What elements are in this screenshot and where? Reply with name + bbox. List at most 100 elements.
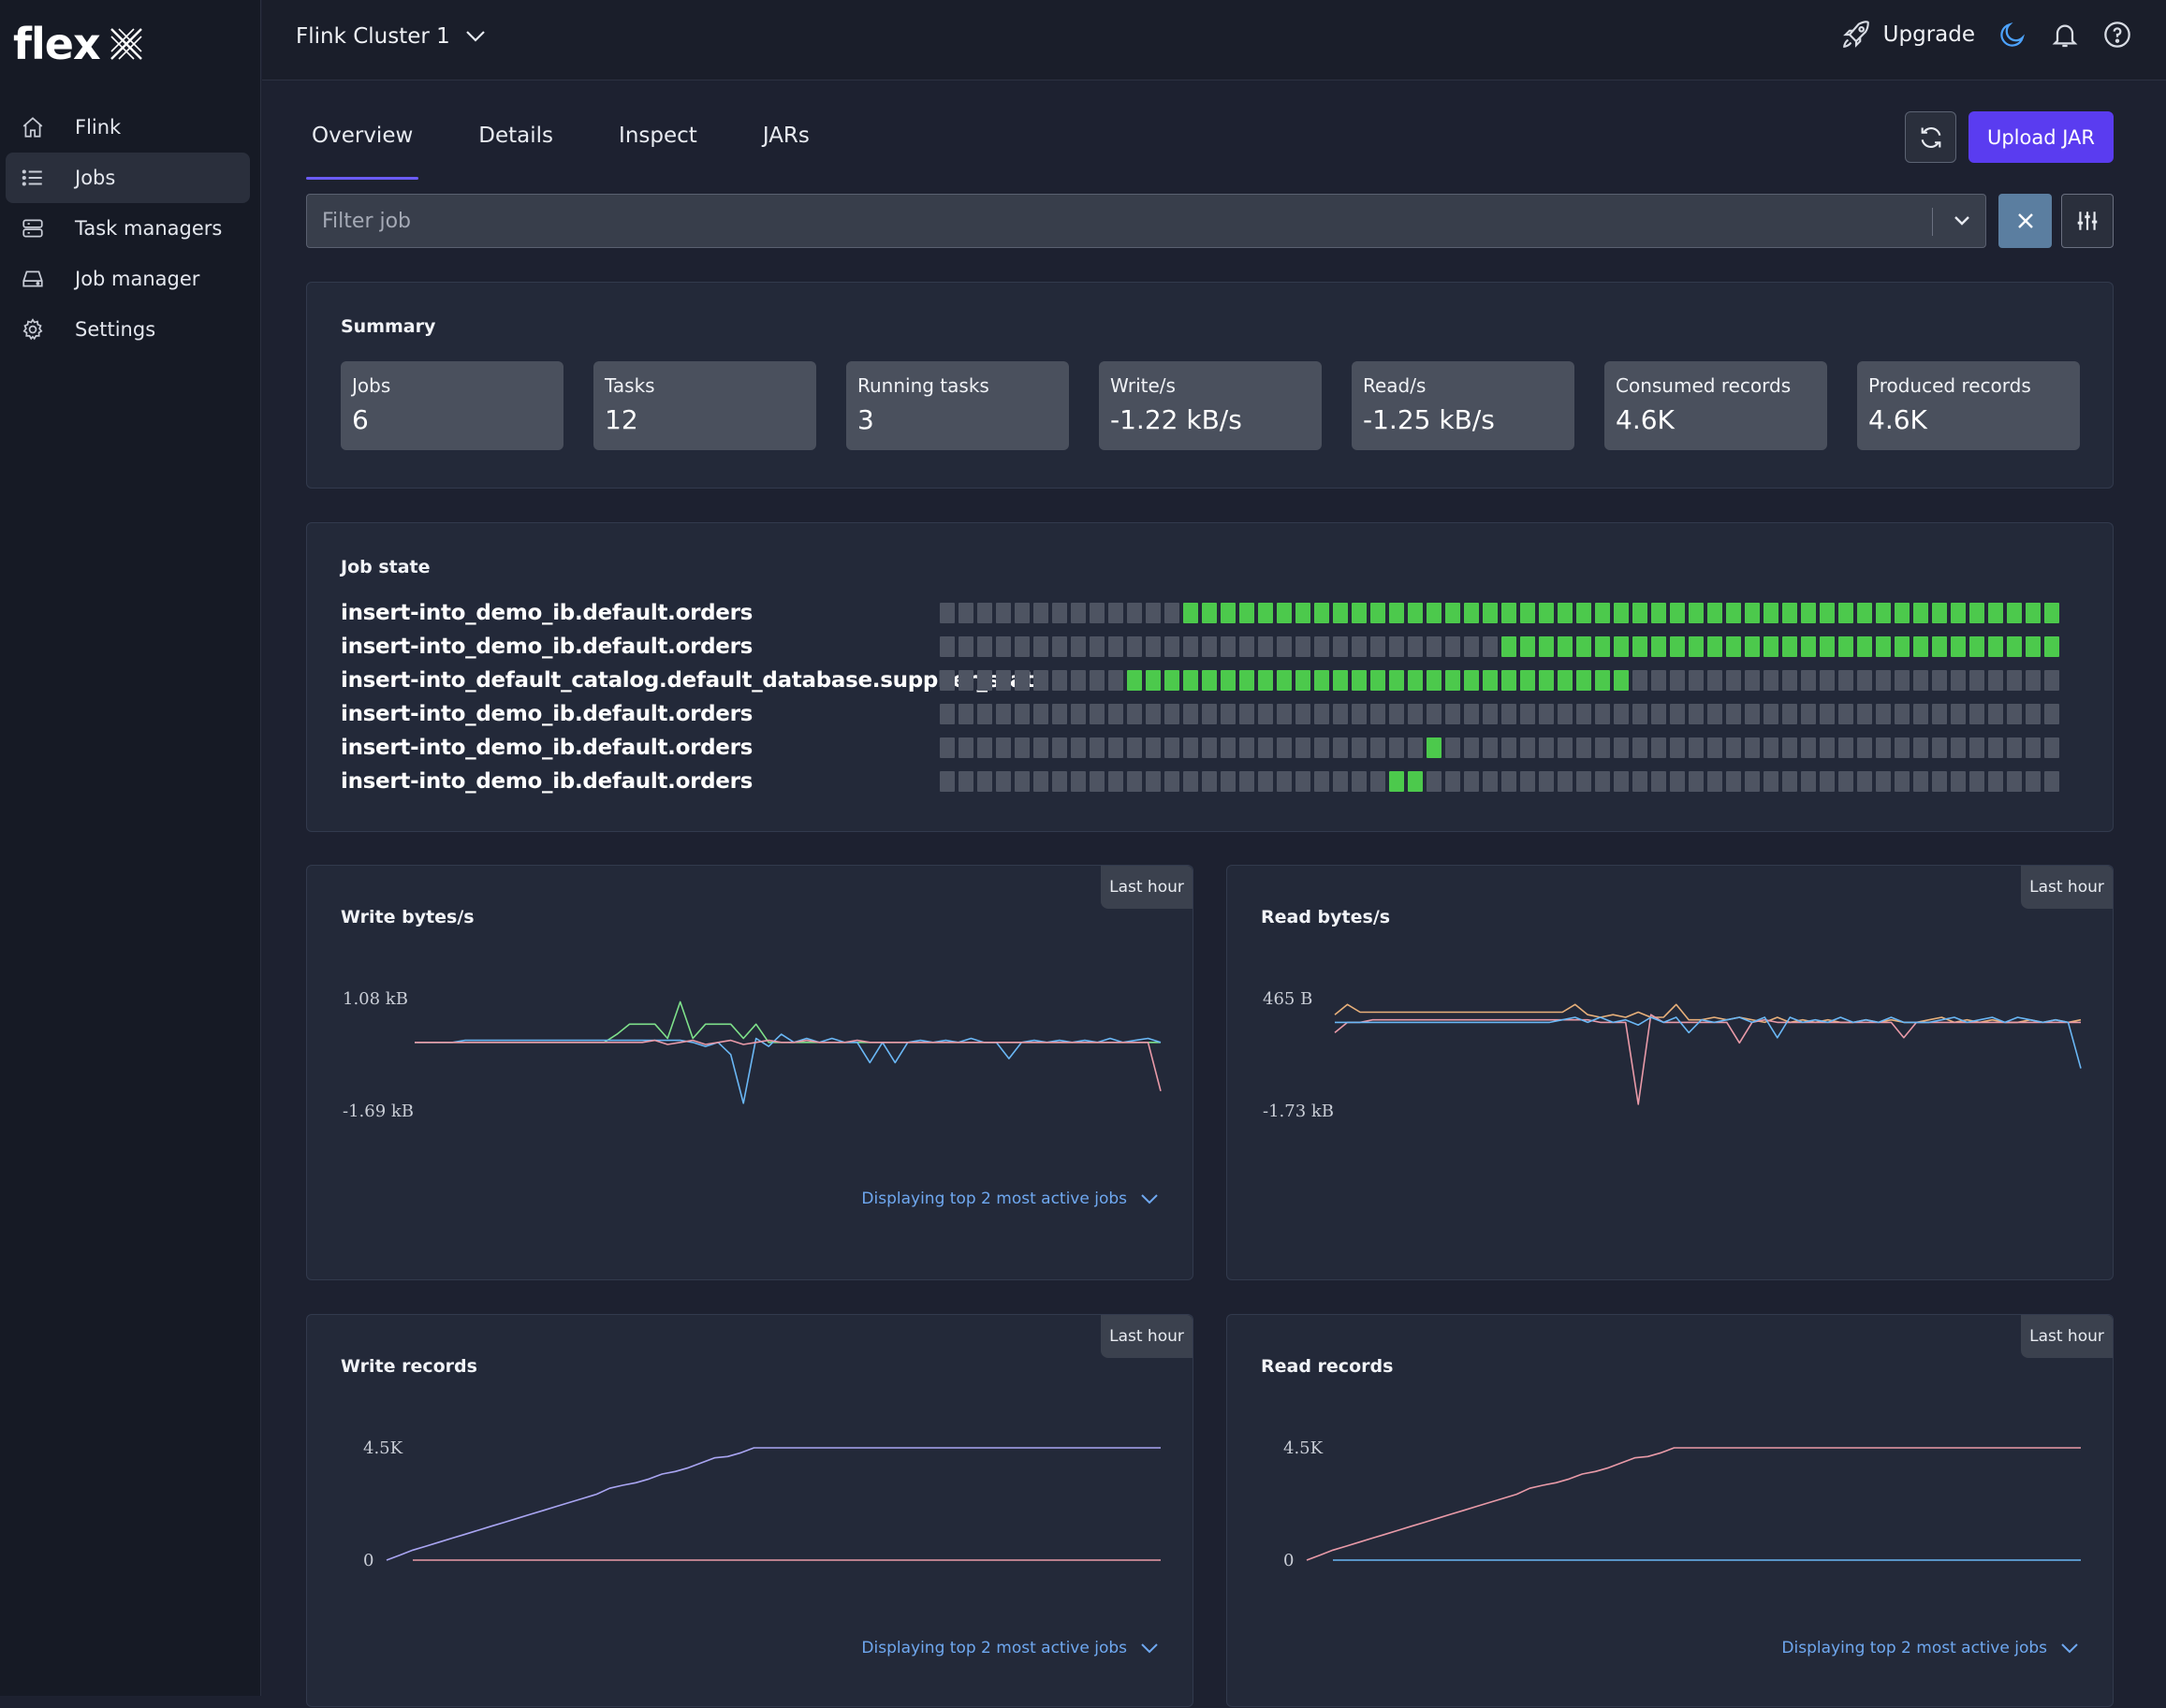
top-jobs-toggle[interactable]: Displaying top 2 most active jobs — [861, 1190, 1159, 1208]
job-state-cell-idle — [1352, 704, 1367, 724]
y-axis-label-max: 465 B — [1263, 989, 1312, 1009]
job-state-cell-idle — [1707, 737, 1722, 758]
job-state-cell-idle — [1202, 704, 1217, 724]
job-row[interactable]: insert-into_demo_ib.default.orders — [341, 731, 753, 765]
job-state-cell-idle — [1707, 771, 1722, 792]
time-range-badge[interactable]: Last hour — [2021, 1315, 2113, 1358]
time-range-badge[interactable]: Last hour — [1101, 1315, 1193, 1358]
job-state-cell-running — [1595, 670, 1610, 691]
logo-text: flex — [13, 19, 101, 69]
sidebar-item-jobs[interactable]: Jobs — [6, 153, 250, 203]
gear-icon — [19, 317, 47, 342]
job-row[interactable]: insert-into_demo_ib.default.orders — [341, 630, 753, 664]
footer-label: Displaying top 2 most active jobs — [861, 1639, 1127, 1657]
time-range-badge[interactable]: Last hour — [2021, 866, 2113, 909]
upgrade-button[interactable]: Upgrade — [1840, 19, 1975, 51]
job-state-cell-idle — [1838, 737, 1853, 758]
tab-jars[interactable]: JARs — [762, 124, 810, 148]
job-state-cell-running — [1389, 771, 1404, 792]
sidebar-item-settings[interactable]: Settings — [6, 304, 250, 355]
job-row[interactable]: insert-into_demo_ib.default.orders — [341, 596, 753, 630]
job-state-cell-idle — [996, 737, 1011, 758]
job-state-cell-running — [1988, 636, 2003, 657]
job-state-cell-idle — [2044, 771, 2059, 792]
job-row[interactable]: insert-into_demo_ib.default.orders — [341, 697, 753, 731]
bell-icon[interactable] — [2050, 20, 2080, 50]
stat-value: -1.22 kB/s — [1110, 404, 1242, 435]
job-state-cell-idle — [1127, 636, 1142, 657]
tab-details[interactable]: Details — [478, 124, 554, 148]
job-state-cell-running — [1745, 636, 1760, 657]
job-state-cell-idle — [1520, 737, 1535, 758]
job-state-cell-running — [1539, 636, 1554, 657]
job-state-cell-running — [1239, 670, 1254, 691]
clear-filter-button[interactable] — [1998, 194, 2052, 248]
job-state-cell-running — [1539, 603, 1554, 623]
job-state-cell-idle — [1857, 737, 1872, 758]
job-state-cell-idle — [1033, 771, 1048, 792]
job-state-cell-idle — [1202, 636, 1217, 657]
job-state-cell-idle — [1651, 737, 1666, 758]
tab-overview[interactable]: Overview — [306, 114, 419, 180]
job-state-cell-idle — [1632, 704, 1647, 724]
cluster-selector[interactable]: Flink Cluster 1 — [296, 24, 486, 49]
job-state-cell-running — [1221, 603, 1236, 623]
job-state-cell-idle — [1820, 704, 1835, 724]
job-state-cell-running — [1651, 636, 1666, 657]
y-axis-label-max: 4.5K — [363, 1438, 403, 1458]
job-state-cell-idle — [1501, 737, 1516, 758]
top-jobs-toggle[interactable]: Displaying top 2 most active jobs — [1781, 1639, 2079, 1657]
sidebar-item-task-managers[interactable]: Task managers — [6, 203, 250, 254]
job-state-cell-idle — [1820, 771, 1835, 792]
job-state-cell-idle — [1164, 603, 1179, 623]
job-state-cell-idle — [1726, 771, 1741, 792]
job-state-cell-idle — [1033, 737, 1048, 758]
filter-job-input[interactable] — [307, 195, 1926, 247]
job-state-cell-idle — [1726, 737, 1741, 758]
job-state-cell-running — [1370, 670, 1385, 691]
upload-jar-button[interactable]: Upload JAR — [1968, 111, 2114, 163]
tab-inspect[interactable]: Inspect — [619, 124, 697, 148]
job-state-cell-idle — [1857, 771, 1872, 792]
moon-icon[interactable] — [1998, 20, 2027, 50]
job-state-cell-idle — [1745, 704, 1760, 724]
sidebar-item-job-manager[interactable]: Job manager — [6, 254, 250, 304]
job-state-cell-idle — [1090, 670, 1105, 691]
job-row[interactable]: insert-into_demo_ib.default.orders — [341, 765, 753, 798]
job-state-cell-idle — [1052, 771, 1067, 792]
job-state-cell-idle — [1464, 737, 1479, 758]
time-range-badge[interactable]: Last hour — [1101, 866, 1193, 909]
job-row[interactable]: insert-into_default_catalog.default_data… — [341, 664, 1046, 697]
sidebar-item-flink[interactable]: Flink — [6, 102, 250, 153]
job-state-cell-idle — [1071, 670, 1086, 691]
sidebar-item-label: Task managers — [75, 217, 223, 240]
job-state-cell-running — [1277, 670, 1292, 691]
stat-label: Tasks — [605, 374, 655, 397]
job-state-cell-idle — [977, 704, 992, 724]
write-records-chart: 4.5K 0 — [363, 1438, 1161, 1570]
refresh-button[interactable] — [1905, 111, 1956, 163]
job-state-cell-idle — [1895, 737, 1910, 758]
help-icon[interactable] — [2102, 20, 2132, 50]
job-state-cell-idle — [1090, 704, 1105, 724]
home-icon — [19, 115, 47, 139]
filter-dropdown-icon[interactable] — [1952, 210, 1972, 230]
job-state-cell-idle — [1164, 771, 1179, 792]
job-state-cell-running — [1969, 636, 1984, 657]
job-state-cell-running — [1558, 670, 1573, 691]
logo[interactable]: flex — [13, 19, 147, 69]
job-state-cell-idle — [1108, 670, 1123, 691]
job-state-cell-idle — [1483, 737, 1498, 758]
filter-settings-button[interactable] — [2061, 194, 2114, 248]
job-state-cell-running — [1801, 603, 1816, 623]
job-state-cell-running — [1726, 636, 1741, 657]
job-state-cell-idle — [2026, 771, 2041, 792]
job-state-cell-idle — [1483, 636, 1498, 657]
job-state-cell-idle — [1951, 670, 1966, 691]
job-state-cell-running — [1483, 670, 1498, 691]
top-jobs-toggle[interactable]: Displaying top 2 most active jobs — [861, 1639, 1159, 1657]
job-state-cell-idle — [1090, 737, 1105, 758]
job-state-cell-running — [1501, 603, 1516, 623]
job-state-timeline — [940, 704, 2059, 726]
job-state-cell-running — [1333, 670, 1348, 691]
